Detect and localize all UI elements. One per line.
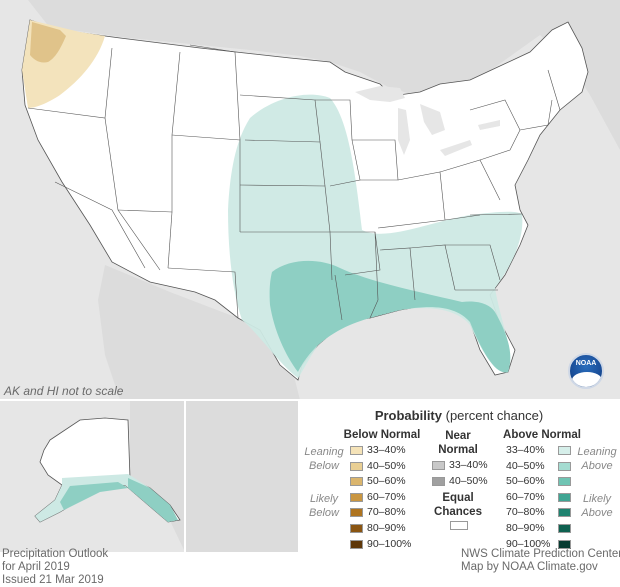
noaa-logo: NOAA (568, 353, 604, 389)
leaning-above-label: Leaning Above (577, 446, 617, 472)
above-normal-label: 60–70% (506, 490, 545, 503)
near-normal-header: Near Normal (430, 429, 486, 457)
legend-title-rest: (percent chance) (442, 408, 544, 423)
above-normal-swatch (558, 539, 571, 549)
below-normal-swatch (350, 524, 363, 533)
below-normal-label: 40–50% (367, 459, 406, 472)
above-normal-swatch (558, 524, 571, 533)
below-normal-label: 80–90% (367, 522, 406, 534)
likely-above-label: Likely Above (581, 493, 613, 519)
below-normal-header: Below Normal (343, 429, 421, 441)
alaska-panhandle-above-region (128, 478, 178, 522)
above-normal-swatch (558, 477, 571, 487)
state-borders (27, 44, 561, 321)
above-normal-label: 50–60% (506, 475, 545, 488)
below-normal-swatch (350, 477, 363, 487)
below-normal-swatch (350, 539, 363, 549)
scale-note: AK and HI not to scale (4, 384, 124, 398)
below-normal-label: 50–60% (367, 475, 406, 488)
legend-title: Probability (percent chance) (298, 408, 620, 423)
near-normal-swatch (432, 461, 445, 470)
footer-credit-map: Map by NOAA Climate.gov (461, 561, 598, 573)
legend-title-bold: Probability (374, 408, 442, 423)
lake-huron (420, 104, 445, 135)
above-normal-swatch (558, 461, 571, 471)
lake-erie (440, 140, 472, 156)
equal-chances-line1: Equal (442, 492, 474, 504)
above-normal-swatch (558, 508, 571, 518)
below-normal-swatch (350, 461, 363, 471)
near-normal-header-line1: Near (445, 430, 471, 442)
alaska-above-40-50-region (60, 482, 128, 510)
above-normal-label: 40–50% (506, 459, 545, 472)
footer-issued: Issued 21 Mar 2019 (2, 574, 104, 586)
below-normal-label: 70–80% (367, 506, 406, 519)
above-normal-swatch (558, 446, 571, 455)
above-normal-swatch (558, 492, 571, 502)
below-normal-label: 60–70% (367, 490, 406, 503)
footer-title: Precipitation Outlook (2, 548, 109, 560)
below-normal-swatch (350, 508, 363, 518)
lake-ontario (478, 120, 500, 130)
below-40-50-region (30, 22, 66, 63)
equal-chances-line2: Chances (434, 506, 482, 518)
canada-land (28, 0, 620, 150)
likely-below-label: Likely Below (309, 493, 339, 519)
below-normal-label: 33–40% (367, 444, 406, 456)
above-normal-label: 33–40% (506, 444, 545, 456)
near-normal-label: 33–40% (449, 459, 488, 471)
hawaii-islands (224, 459, 279, 493)
footer-right: NWS Climate Prediction Center Map by NOA… (461, 548, 620, 574)
equal-chances-label: Equal Chances (430, 491, 486, 519)
footer-left: Precipitation Outlook for April 2019 Iss… (2, 548, 108, 587)
lake-michigan (398, 108, 410, 155)
near-normal-label: 40–50% (449, 474, 488, 487)
near-normal-header-line2: Normal (438, 444, 478, 456)
legend: Probability (percent chance) Below Norma… (298, 400, 620, 552)
noaa-logo-text: NOAA (575, 360, 597, 367)
footer-credit-cpc: NWS Climate Prediction Center (461, 548, 620, 560)
above-normal-label: 70–80% (506, 506, 545, 519)
above-normal-label: 90–100% (506, 537, 551, 550)
below-normal-label: 90–100% (367, 537, 412, 550)
lake-superior (355, 86, 405, 102)
mexico-land (98, 265, 300, 400)
near-normal-swatch (432, 476, 445, 486)
above-normal-label: 80–90% (506, 522, 545, 534)
above-40-50-region (269, 260, 511, 373)
leaning-below-label: Leaning Below (304, 446, 344, 472)
footer-period: for April 2019 (2, 561, 70, 573)
below-normal-swatch (350, 492, 363, 502)
equal-chances-swatch (450, 521, 468, 530)
below-normal-swatch (350, 446, 363, 455)
above-normal-header: Above Normal (503, 429, 581, 441)
noaa-logo-wave (572, 372, 602, 387)
